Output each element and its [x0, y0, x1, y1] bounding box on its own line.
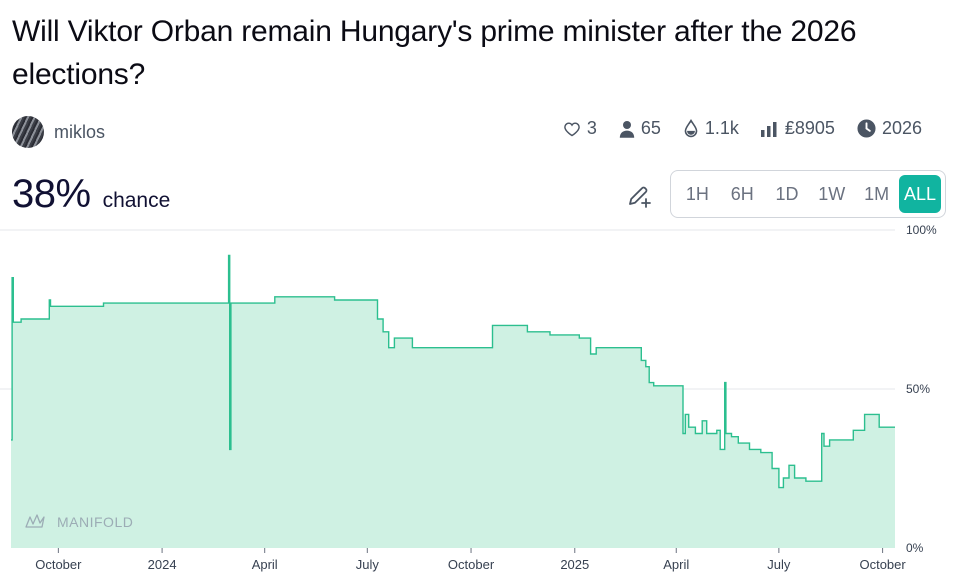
clock-icon: [857, 119, 876, 138]
probability-value: 38%: [12, 172, 91, 216]
liquidity-value: 1.1k: [704, 118, 739, 138]
close-date-stat: 2026: [857, 118, 922, 139]
y-tick-label: 0%: [906, 541, 924, 555]
time-range-selector: 1H 6H 1D 1W 1M ALL: [670, 170, 946, 218]
probability-area: [11, 255, 895, 548]
market-stats: 3 65 1.1k ₤8905 2026: [563, 118, 922, 139]
heart-icon: [564, 121, 580, 136]
range-all-button[interactable]: ALL: [898, 175, 941, 213]
x-tick-label: 2024: [148, 557, 177, 572]
pencil-plus-icon[interactable]: [626, 183, 652, 209]
probability: 38% chance: [12, 172, 170, 217]
author[interactable]: miklos: [12, 116, 105, 148]
manifold-watermark: MANIFOLD: [25, 514, 133, 530]
likes-count: 3: [586, 118, 597, 138]
manifold-watermark-text: MANIFOLD: [57, 514, 133, 530]
market-title: Will Viktor Orban remain Hungary's prime…: [12, 15, 857, 91]
x-tick-label: July: [767, 557, 791, 572]
x-tick-label: October: [35, 557, 82, 572]
probability-label: chance: [102, 189, 171, 212]
liquidity-stat: 1.1k: [683, 118, 739, 139]
bar-chart-icon: [760, 121, 777, 137]
probability-chart[interactable]: 100%50%0%October 2024 April July October 2025…: [0, 222, 962, 582]
close-date: 2026: [881, 118, 922, 138]
range-1h-button[interactable]: 1H: [685, 183, 709, 204]
traders-count: 65: [640, 118, 661, 138]
x-tick-label: October: [859, 557, 906, 572]
author-name[interactable]: miklos: [54, 121, 106, 142]
range-6h-button[interactable]: 6H: [730, 183, 754, 204]
x-tick-label: October: [448, 557, 495, 572]
volume-value: ₤8905: [784, 118, 835, 138]
person-icon: [619, 120, 635, 138]
likes-stat[interactable]: 3: [563, 118, 597, 139]
volume-stat: ₤8905: [760, 118, 835, 139]
y-tick-label: 100%: [906, 223, 937, 237]
avatar[interactable]: [12, 116, 44, 148]
droplet-icon: [684, 119, 698, 138]
y-tick-label: 50%: [906, 382, 930, 396]
x-tick-label: April: [252, 557, 278, 572]
x-tick-label: 2025: [560, 557, 589, 572]
range-1d-button[interactable]: 1D: [775, 183, 799, 204]
x-tick-label: April: [663, 557, 689, 572]
probability-line: [11, 254, 895, 489]
traders-stat: 65: [619, 118, 661, 139]
x-tick-label: July: [356, 557, 380, 572]
manifold-logo-icon: [25, 514, 45, 528]
range-1w-button[interactable]: 1W: [818, 183, 846, 204]
range-1m-button[interactable]: 1M: [864, 183, 890, 204]
